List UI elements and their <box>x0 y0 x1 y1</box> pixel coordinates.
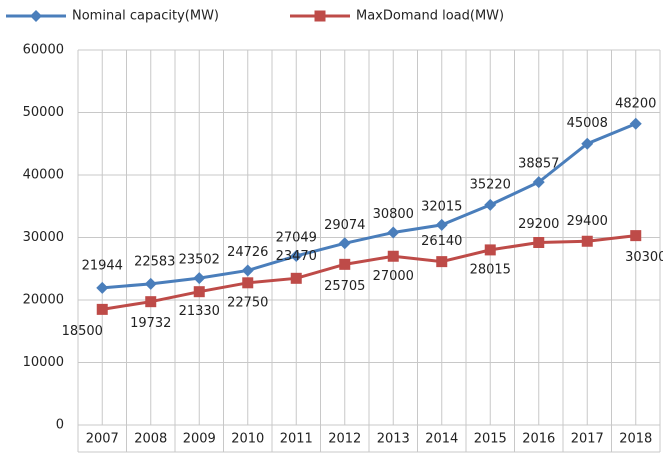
data-label: 23502 <box>179 253 220 268</box>
legend-label: MaxDomand load(MW) <box>356 9 504 24</box>
data-point <box>144 277 157 290</box>
data-label: 27000 <box>373 269 414 284</box>
x-tick-label: 2012 <box>328 432 361 447</box>
data-label: 30300 <box>625 250 663 265</box>
legend-label: Nominal capacity(MW) <box>72 9 219 24</box>
data-point <box>630 230 642 242</box>
x-tick-label: 2008 <box>134 432 167 447</box>
data-point <box>435 218 448 231</box>
data-label: 23470 <box>276 249 317 264</box>
data-point <box>290 249 303 262</box>
y-tick-label: 30000 <box>23 230 64 245</box>
data-point <box>581 137 594 150</box>
x-tick-label: 2007 <box>86 432 119 447</box>
data-point <box>193 286 205 298</box>
y-tick-label: 50000 <box>23 105 64 120</box>
data-point <box>290 272 302 284</box>
series-line <box>102 234 636 311</box>
legend-marker <box>30 10 42 22</box>
x-tick-label: 2014 <box>425 432 458 447</box>
data-label: 21330 <box>179 304 220 319</box>
data-point <box>145 296 157 308</box>
data-point <box>242 277 254 289</box>
data-label: 24726 <box>227 245 268 260</box>
data-label: 22750 <box>227 295 268 310</box>
data-label: 26140 <box>421 234 462 249</box>
x-tick-label: 2013 <box>377 432 410 447</box>
data-point <box>338 237 351 250</box>
data-point <box>532 176 545 189</box>
data-point <box>484 244 496 256</box>
data-label: 22583 <box>134 254 175 269</box>
data-point <box>581 235 593 247</box>
x-tick-label: 2017 <box>571 432 604 447</box>
data-point <box>387 250 399 262</box>
x-tick-label: 2010 <box>231 432 264 447</box>
data-point <box>96 281 109 294</box>
data-label: 19732 <box>130 316 171 331</box>
data-label: 28015 <box>470 262 511 277</box>
x-tick-label: 2018 <box>619 432 652 447</box>
y-tick-label: 0 <box>56 418 64 433</box>
data-point <box>533 237 545 248</box>
data-label: 25705 <box>324 279 365 294</box>
data-label: 45008 <box>567 116 608 131</box>
data-label: 38857 <box>518 157 559 172</box>
data-point <box>339 258 351 270</box>
data-point <box>241 264 254 277</box>
data-label: 29400 <box>567 214 608 229</box>
data-point <box>387 226 400 239</box>
y-tick-label: 10000 <box>23 355 64 370</box>
x-tick-label: 2011 <box>280 432 313 447</box>
series-line <box>102 122 637 290</box>
y-tick-label: 20000 <box>23 293 64 308</box>
x-tick-label: 2009 <box>183 432 216 447</box>
x-tick-label: 2016 <box>522 432 555 447</box>
x-tick-label: 2015 <box>474 432 507 447</box>
data-label: 29200 <box>518 217 559 232</box>
data-label: 32015 <box>421 199 462 214</box>
data-point <box>484 198 497 211</box>
legend-marker <box>314 10 326 22</box>
data-label: 18500 <box>62 324 103 339</box>
data-label: 27049 <box>276 230 317 245</box>
data-label: 35220 <box>470 177 511 192</box>
data-point <box>193 272 206 285</box>
y-tick-label: 40000 <box>23 168 64 183</box>
data-label: 21944 <box>82 258 123 273</box>
y-tick-label: 60000 <box>23 43 64 58</box>
data-label: 29074 <box>324 218 365 233</box>
data-point <box>629 117 642 130</box>
data-point <box>436 256 448 268</box>
data-point <box>96 303 108 315</box>
data-label: 48200 <box>615 96 656 111</box>
data-label: 30800 <box>373 207 414 222</box>
